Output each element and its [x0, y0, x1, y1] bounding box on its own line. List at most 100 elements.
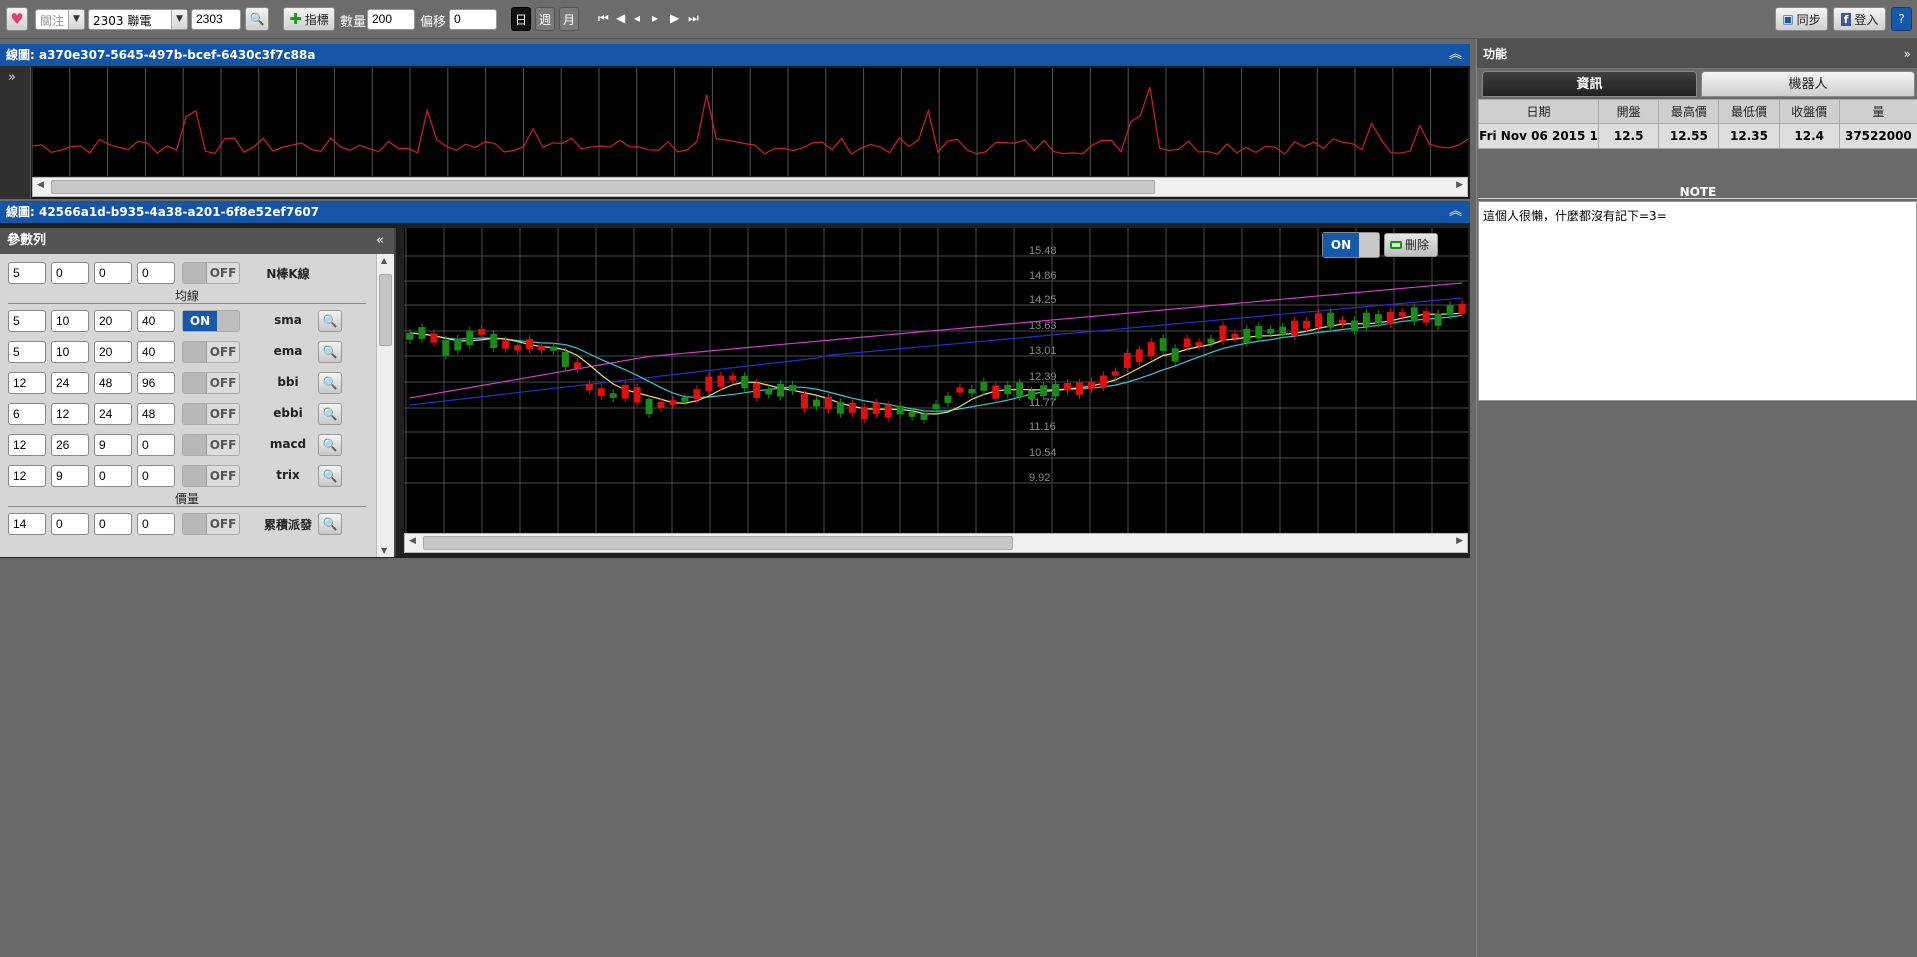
help-button[interactable]: ?	[1891, 7, 1912, 31]
candle-body	[980, 381, 988, 391]
add-indicator-button[interactable]: ✚ 指標	[283, 7, 335, 31]
offset-input[interactable]: 0	[449, 9, 497, 30]
collapse-right-icon[interactable]: »	[1903, 47, 1911, 61]
chart-hscrollbar[interactable]: ◀ ▶	[404, 533, 1468, 553]
param-value-input[interactable]: 26	[51, 434, 89, 456]
param-value-input[interactable]: 0	[51, 262, 89, 284]
param-value-input[interactable]: 10	[51, 341, 89, 363]
param-value-input[interactable]: 0	[137, 262, 175, 284]
scroll-thumb[interactable]	[423, 536, 1013, 550]
param-value-input[interactable]: 0	[137, 513, 175, 535]
magnify-button[interactable]: 🔍	[318, 434, 342, 456]
param-value-input[interactable]: 12	[8, 434, 46, 456]
param-toggle[interactable]: OFF	[182, 372, 240, 394]
param-value-input[interactable]: 9	[94, 434, 132, 456]
param-value-input[interactable]: 10	[51, 310, 89, 332]
param-toggle[interactable]: OFF	[182, 513, 240, 535]
search-icon: 🔍	[322, 469, 338, 483]
param-value-input[interactable]: 48	[94, 372, 132, 394]
param-toggle[interactable]: OFF	[182, 465, 240, 487]
param-value-input[interactable]: 0	[94, 513, 132, 535]
param-value-input[interactable]: 20	[94, 341, 132, 363]
param-value-input[interactable]: 40	[137, 341, 175, 363]
prev-fast-icon[interactable]: ◀	[616, 11, 626, 25]
scroll-right-icon[interactable]: ▶	[1456, 180, 1463, 190]
magnify-button[interactable]: 🔍	[318, 465, 342, 487]
param-value-input[interactable]: 5	[8, 262, 46, 284]
param-value-input[interactable]: 24	[94, 403, 132, 425]
param-row-累積派發: 14 0 0 0 OFF 累積派發 🔍	[8, 513, 368, 535]
chart-toggle[interactable]: ON	[1322, 232, 1380, 258]
param-toggle[interactable]: OFF	[182, 341, 240, 363]
param-row-bbi: 12 24 48 96 OFF bbi 🔍	[8, 372, 368, 394]
first-page-icon[interactable]: ⏮	[598, 11, 609, 25]
collapse-up-icon[interactable]: ︽	[1448, 47, 1462, 62]
candle-body	[573, 362, 581, 369]
collapse-up-icon[interactable]: ︽	[1448, 204, 1462, 219]
next-icon[interactable]: ▸	[652, 11, 659, 25]
stock-code-input[interactable]: 2303	[191, 9, 241, 30]
expand-right-icon[interactable]: »	[8, 70, 16, 85]
window1-hscrollbar[interactable]: ◀ ▶	[32, 177, 1468, 197]
last-page-icon[interactable]: ⏭	[688, 11, 699, 25]
param-value-input[interactable]: 6	[8, 403, 46, 425]
param-value-input[interactable]: 0	[137, 434, 175, 456]
magnify-button[interactable]: 🔍	[318, 513, 342, 535]
follow-select[interactable]: 關注 ▼	[35, 9, 85, 30]
candle-body	[1410, 307, 1418, 322]
magnify-button[interactable]: 🔍	[318, 310, 342, 332]
tab-robot[interactable]: 機器人	[1701, 71, 1915, 97]
params-vscrollbar[interactable]: ▲ ▼	[376, 254, 394, 557]
param-value-input[interactable]: 12	[51, 403, 89, 425]
param-toggle[interactable]: OFF	[182, 434, 240, 456]
sync-button[interactable]: ▣ 同步	[1775, 7, 1828, 31]
delete-button[interactable]: 刪除	[1384, 233, 1438, 257]
param-toggle[interactable]: OFF	[182, 262, 240, 284]
param-value-input[interactable]: 24	[51, 372, 89, 394]
period-day-button[interactable]: 日	[511, 7, 531, 31]
param-value-input[interactable]: 40	[137, 310, 175, 332]
param-value-input[interactable]: 14	[8, 513, 46, 535]
note-textarea[interactable]: 這個人很懶，什麼都沒有記下=3=	[1478, 201, 1917, 401]
note-title: NOTE	[1478, 179, 1917, 199]
scroll-thumb[interactable]	[379, 274, 392, 346]
param-value-input[interactable]: 5	[8, 310, 46, 332]
param-value-input[interactable]: 0	[137, 465, 175, 487]
param-toggle[interactable]: ON	[182, 310, 240, 332]
param-value-input[interactable]: 20	[94, 310, 132, 332]
scroll-thumb[interactable]	[51, 180, 1155, 194]
tab-info[interactable]: 資訊	[1482, 71, 1697, 97]
magnify-button[interactable]: 🔍	[318, 372, 342, 394]
candlestick-chart-area[interactable]: 15.48 14.86 14.25 13.63 13.01 12.39 11.77 11.16…	[404, 228, 1468, 533]
param-value-input[interactable]: 0	[94, 262, 132, 284]
param-value-input[interactable]: 0	[94, 465, 132, 487]
y-tick-label: 15.48	[1029, 245, 1057, 257]
stock-select[interactable]: 2303 聯電 ▼	[88, 9, 188, 30]
scroll-left-icon[interactable]: ◀	[37, 180, 44, 190]
search-icon: 🔍	[249, 12, 265, 26]
scroll-down-icon[interactable]: ▼	[381, 546, 388, 555]
next-fast-icon[interactable]: ▶	[670, 11, 680, 25]
candle-body	[538, 345, 546, 351]
param-value-input[interactable]: 12	[8, 372, 46, 394]
scroll-right-icon[interactable]: ▶	[1456, 536, 1463, 546]
magnify-button[interactable]: 🔍	[318, 403, 342, 425]
scroll-left-icon[interactable]: ◀	[409, 536, 416, 546]
param-value-input[interactable]: 5	[8, 341, 46, 363]
param-value-input[interactable]: 48	[137, 403, 175, 425]
search-button[interactable]: 🔍	[245, 7, 269, 31]
login-button[interactable]: f 登入	[1833, 7, 1886, 31]
magnify-button[interactable]: 🔍	[318, 341, 342, 363]
param-value-input[interactable]: 9	[51, 465, 89, 487]
favorite-heart-button[interactable]: ♥	[6, 7, 28, 31]
period-week-button[interactable]: 週	[535, 7, 555, 31]
count-input[interactable]: 200	[367, 9, 415, 30]
param-toggle[interactable]: OFF	[182, 403, 240, 425]
param-value-input[interactable]: 96	[137, 372, 175, 394]
prev-icon[interactable]: ◂	[634, 11, 641, 25]
param-value-input[interactable]: 0	[51, 513, 89, 535]
period-month-button[interactable]: 月	[559, 7, 579, 31]
scroll-up-icon[interactable]: ▲	[381, 256, 388, 265]
collapse-left-icon[interactable]: «	[376, 233, 384, 248]
param-value-input[interactable]: 12	[8, 465, 46, 487]
